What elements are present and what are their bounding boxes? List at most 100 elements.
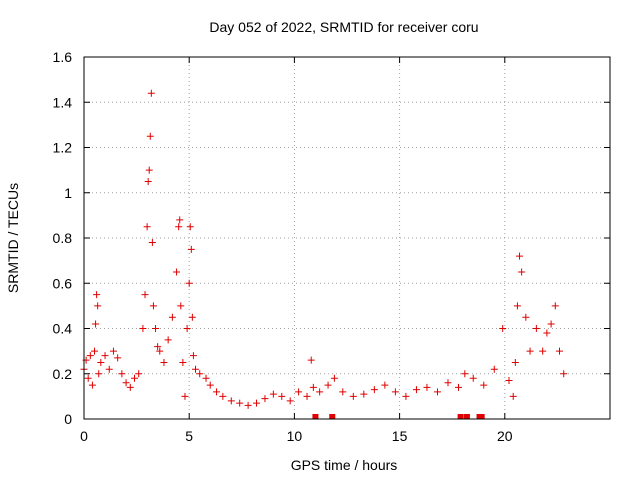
data-point bbox=[402, 392, 410, 400]
data-point bbox=[330, 374, 338, 382]
y-tick-label: 1.4 bbox=[53, 94, 73, 110]
data-point bbox=[152, 325, 160, 332]
data-point bbox=[177, 302, 185, 310]
data-point bbox=[381, 381, 389, 389]
data-point bbox=[278, 392, 286, 400]
data-point bbox=[202, 374, 210, 382]
data-point bbox=[516, 252, 524, 260]
data-point bbox=[176, 216, 184, 224]
y-tick-label: 1.6 bbox=[53, 49, 73, 65]
gap-marker bbox=[463, 414, 470, 419]
data-points bbox=[80, 89, 568, 419]
data-point bbox=[539, 347, 547, 355]
y-tick-label: 1.2 bbox=[53, 140, 73, 156]
data-point bbox=[145, 166, 153, 174]
data-point bbox=[480, 381, 488, 389]
data-point bbox=[307, 356, 315, 364]
data-point bbox=[122, 379, 130, 387]
data-point bbox=[173, 268, 181, 276]
data-point bbox=[349, 392, 357, 400]
data-point bbox=[236, 399, 244, 407]
data-point bbox=[135, 370, 143, 378]
data-point bbox=[92, 320, 100, 328]
data-point bbox=[309, 383, 317, 391]
data-point bbox=[95, 370, 103, 378]
data-point bbox=[148, 239, 156, 247]
axis-ticks: 0 5 10 15 20 0 0.2 0.4 0.6 0.8 1 1.2 1.4 1.6 bbox=[53, 49, 610, 444]
data-point bbox=[295, 388, 303, 396]
data-point bbox=[84, 374, 92, 382]
data-point bbox=[556, 347, 564, 355]
data-point bbox=[160, 358, 168, 366]
data-point bbox=[168, 313, 176, 321]
data-point bbox=[370, 386, 378, 394]
x-tick-label: 0 bbox=[80, 428, 88, 444]
data-point bbox=[156, 347, 164, 355]
data-point bbox=[186, 223, 194, 231]
data-point bbox=[509, 392, 517, 400]
data-point bbox=[560, 370, 568, 378]
y-tick-label: 0.6 bbox=[53, 275, 73, 291]
grid-lines bbox=[84, 57, 610, 419]
data-point bbox=[213, 388, 221, 396]
data-point bbox=[187, 245, 195, 253]
data-point bbox=[109, 347, 117, 355]
data-point bbox=[192, 365, 200, 373]
data-point bbox=[455, 383, 463, 391]
data-point bbox=[532, 325, 540, 332]
gap-marker bbox=[478, 414, 485, 419]
data-point bbox=[543, 329, 551, 337]
data-point bbox=[154, 343, 162, 351]
x-tick-label: 15 bbox=[392, 428, 408, 444]
data-point bbox=[511, 358, 519, 366]
data-point bbox=[189, 352, 197, 360]
data-point bbox=[183, 325, 191, 332]
y-tick-label: 0.8 bbox=[53, 230, 73, 246]
data-point bbox=[324, 381, 332, 389]
data-point bbox=[97, 358, 105, 366]
data-point bbox=[146, 132, 154, 140]
data-point bbox=[101, 352, 109, 360]
x-axis-label: GPS time / hours bbox=[291, 457, 398, 473]
data-point bbox=[513, 302, 521, 310]
data-point bbox=[206, 381, 214, 389]
plot-frame bbox=[83, 56, 611, 420]
data-point bbox=[91, 347, 99, 355]
data-point bbox=[93, 291, 101, 299]
data-point bbox=[86, 352, 94, 360]
data-point bbox=[499, 325, 507, 332]
data-point bbox=[339, 388, 347, 396]
data-point bbox=[126, 383, 134, 391]
data-point bbox=[114, 354, 122, 362]
data-point bbox=[360, 390, 368, 398]
data-point bbox=[94, 302, 102, 310]
data-point bbox=[522, 313, 530, 321]
y-tick-label: 0.2 bbox=[53, 366, 73, 382]
data-point bbox=[118, 370, 126, 378]
data-point bbox=[253, 399, 261, 407]
data-point bbox=[147, 89, 155, 97]
x-tick-label: 10 bbox=[287, 428, 303, 444]
x-tick-label: 20 bbox=[497, 428, 513, 444]
data-point bbox=[505, 377, 513, 385]
chart-title: Day 052 of 2022, SRMTID for receiver cor… bbox=[209, 19, 478, 35]
data-point bbox=[269, 390, 277, 398]
data-point bbox=[551, 302, 559, 310]
data-point bbox=[141, 291, 149, 299]
y-tick-label: 1 bbox=[64, 185, 72, 201]
data-point bbox=[144, 177, 152, 185]
data-point bbox=[181, 392, 189, 400]
data-point bbox=[433, 388, 441, 396]
data-point bbox=[244, 401, 252, 409]
data-point bbox=[143, 223, 151, 231]
data-point bbox=[526, 347, 534, 355]
data-point bbox=[130, 374, 138, 382]
data-point bbox=[547, 320, 555, 328]
data-point bbox=[518, 268, 526, 276]
data-point bbox=[490, 365, 498, 373]
data-point bbox=[423, 383, 431, 391]
data-point bbox=[286, 397, 294, 405]
gap-marker bbox=[457, 414, 464, 419]
data-point bbox=[469, 374, 477, 382]
